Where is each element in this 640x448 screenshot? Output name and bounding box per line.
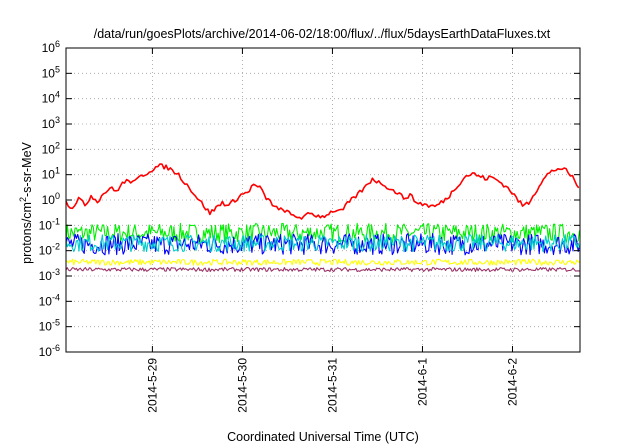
x-tick-label: 2014-6-2	[505, 358, 519, 406]
x-tick-label: 2014-5-29	[145, 358, 159, 413]
series-line	[65, 234, 581, 253]
y-tick-label: 10-3	[39, 267, 60, 283]
ticks	[66, 47, 580, 353]
chart-title: /data/run/goesPlots/archive/2014-06-02/1…	[94, 27, 551, 41]
series-line	[65, 163, 580, 220]
y-tick-label: 10-5	[39, 318, 60, 334]
x-axis-title: Coordinated Universal Time (UTC)	[227, 430, 419, 444]
y-tick-label: 102	[42, 140, 60, 156]
series-line	[65, 266, 580, 273]
y-axis-title: protons/cm2-s-sr-MeV	[18, 141, 34, 263]
series-line	[65, 233, 581, 256]
y-tick-label: 101	[42, 166, 60, 182]
x-tick-label: 2014-5-30	[235, 358, 249, 413]
x-tick-label: 2014-6-1	[415, 358, 429, 406]
series-layer	[65, 163, 581, 273]
grid	[66, 47, 580, 353]
y-tick-label: 10-2	[39, 242, 60, 258]
y-tick-label: 106	[42, 39, 60, 55]
x-tick-label: 2014-5-31	[325, 358, 339, 413]
y-tick-label: 100	[42, 191, 60, 207]
y-tick-labels: 106 105 104 103 102 101 100 10-1 10-2 10-3 10-4 10-…	[39, 39, 60, 359]
y-tick-label: 10-4	[39, 292, 60, 308]
y-tick-label: 10-1	[39, 216, 60, 232]
y-tick-label: 103	[42, 115, 60, 131]
series-line	[65, 258, 580, 266]
y-tick-label: 104	[42, 90, 60, 106]
x-tick-labels: 2014-5-29 2014-5-30 2014-5-31 2014-6-1 2014-…	[145, 358, 519, 413]
y-tick-label: 105	[42, 64, 60, 80]
y-tick-label: 10-6	[39, 343, 60, 359]
